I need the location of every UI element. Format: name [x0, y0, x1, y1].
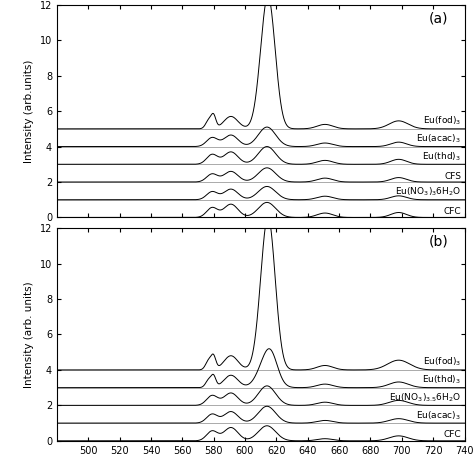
- Text: Eu(thd)$_3$: Eu(thd)$_3$: [422, 374, 461, 386]
- Text: Eu(thd)$_3$: Eu(thd)$_3$: [422, 150, 461, 163]
- Text: Eu(fod)$_3$: Eu(fod)$_3$: [423, 356, 461, 368]
- Text: Eu(acac)$_3$: Eu(acac)$_3$: [417, 409, 461, 422]
- Text: CFC: CFC: [444, 430, 461, 439]
- Y-axis label: Intensity (arb.units): Intensity (arb.units): [24, 59, 34, 163]
- Text: Eu(fod)$_3$: Eu(fod)$_3$: [423, 115, 461, 128]
- Text: Eu(NO$_3$)$_{3.5}$6H$_2$O: Eu(NO$_3$)$_{3.5}$6H$_2$O: [389, 392, 461, 404]
- Text: (b): (b): [428, 235, 448, 248]
- Text: CFS: CFS: [445, 172, 461, 181]
- Y-axis label: Intensity (arb. units): Intensity (arb. units): [24, 281, 34, 388]
- Text: Eu(acac)$_3$: Eu(acac)$_3$: [417, 133, 461, 145]
- Text: CFC: CFC: [444, 207, 461, 216]
- Text: (a): (a): [428, 11, 448, 25]
- Text: Eu(NO$_3$)$_3$6H$_2$O: Eu(NO$_3$)$_3$6H$_2$O: [395, 186, 461, 198]
